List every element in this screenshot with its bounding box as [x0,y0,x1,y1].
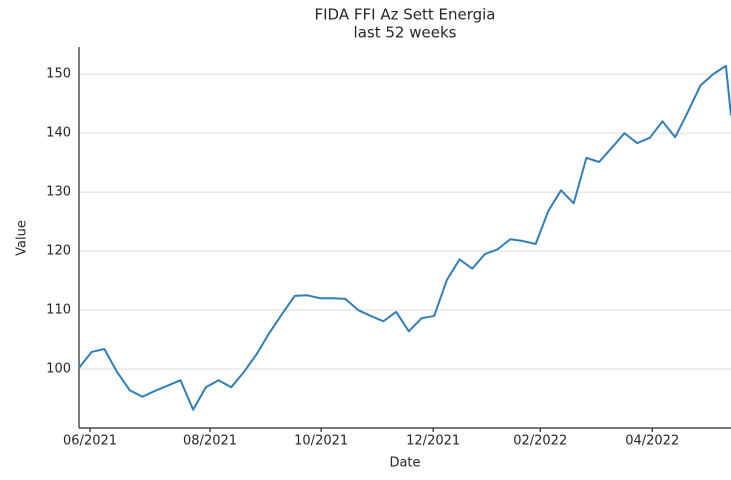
x-tick-label: 12/2021 [406,434,460,449]
x-tick-label: 10/2021 [294,434,348,449]
y-tick-label: 120 [46,244,71,259]
chart-title: FIDA FFI Az Sett Energia [315,6,496,24]
x-tick-label: 06/2021 [63,434,117,449]
x-axis-label: Date [389,456,420,471]
y-tick-label: 140 [46,126,71,141]
y-axis-label: Value [15,220,30,256]
chart-subtitle: last 52 weeks [354,24,457,42]
x-tick-label: 04/2022 [625,434,679,449]
data-line [78,64,731,411]
y-tick-label: 100 [46,362,71,377]
x-tick-label: 02/2022 [513,434,567,449]
y-tick-label: 110 [46,303,71,318]
y-tick-label: 150 [46,67,71,82]
x-tick-label: 08/2021 [183,434,237,449]
y-tick-label: 130 [46,185,71,200]
